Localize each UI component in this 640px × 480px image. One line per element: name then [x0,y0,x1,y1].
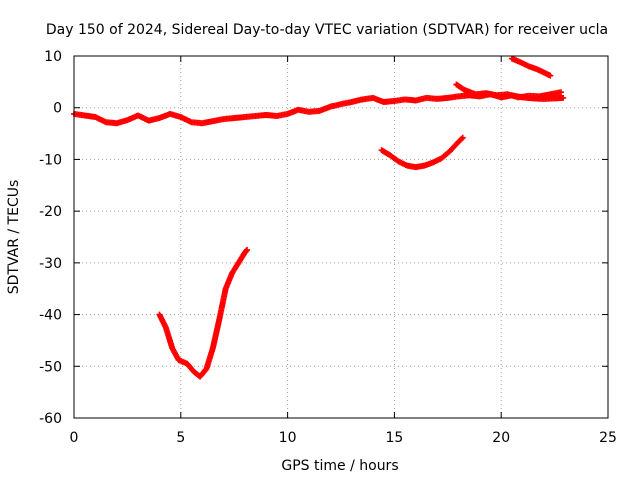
y-tick-label: -20 [39,204,62,220]
y-tick-label: -50 [39,359,62,375]
x-tick-label: 25 [599,430,617,446]
y-tick-label: 0 [53,101,62,117]
chart-title: Day 150 of 2024, Sidereal Day-to-day VTE… [46,22,608,38]
series [71,91,567,127]
series [508,55,554,79]
series [378,134,466,171]
data-point [244,246,251,253]
x-tick-label: 15 [385,430,403,446]
y-tick-label: -60 [39,411,62,427]
y-tick-label: -40 [39,308,62,324]
x-axis-label: GPS time / hours [281,458,398,474]
series [453,81,565,101]
plot-frame [73,55,609,419]
x-tick-label: 5 [176,430,185,446]
data-point [459,134,466,141]
grid [74,56,608,418]
data-layer [71,55,567,380]
data-point [458,135,465,142]
y-tick-label: 10 [44,49,62,65]
y-tick-label: -10 [39,152,62,168]
x-tick-label: 10 [279,430,297,446]
series [156,246,251,380]
data-point [558,89,565,96]
ticks: 0 5 10 15 20 25 10 0 -10 -20 -30 -40 -50 -60 [39,49,617,446]
x-tick-label: 0 [70,430,79,446]
data-point [560,94,567,101]
data-point [547,72,554,79]
x-tick-label: 20 [492,430,510,446]
y-axis-label: SDTVAR / TECUs [6,180,22,295]
y-tick-label: -30 [39,256,62,272]
